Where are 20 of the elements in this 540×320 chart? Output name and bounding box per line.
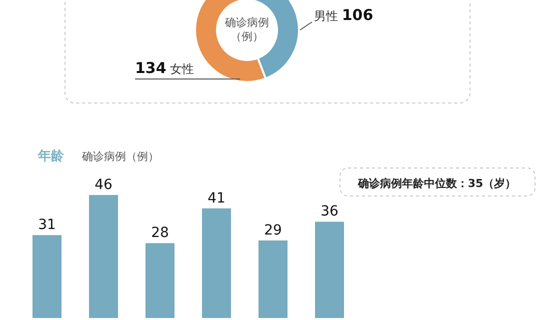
bar — [89, 195, 118, 318]
bar — [32, 235, 62, 318]
slice-label: 女性 — [166, 62, 194, 76]
data-label: 29 — [264, 222, 282, 238]
slice-label: 男性 — [314, 9, 342, 23]
bar — [146, 243, 174, 318]
text: 确诊病例年龄中位数：35（岁） — [356, 177, 516, 190]
data-label: 106 — [342, 6, 374, 24]
chart-title: 年龄 — [37, 149, 65, 164]
data-label: 134 — [135, 59, 166, 77]
chart-subtitle: 确诊病例（例） — [81, 150, 159, 163]
data-label: 31 — [38, 217, 56, 234]
text: 确诊病例（例） — [224, 16, 270, 44]
data-label: 41 — [208, 190, 226, 206]
bar — [202, 208, 231, 318]
bar — [258, 240, 288, 318]
bar — [315, 222, 344, 318]
data-label: 46 — [94, 177, 112, 193]
data-label: 36 — [320, 204, 338, 220]
data-label: 28 — [151, 225, 169, 242]
